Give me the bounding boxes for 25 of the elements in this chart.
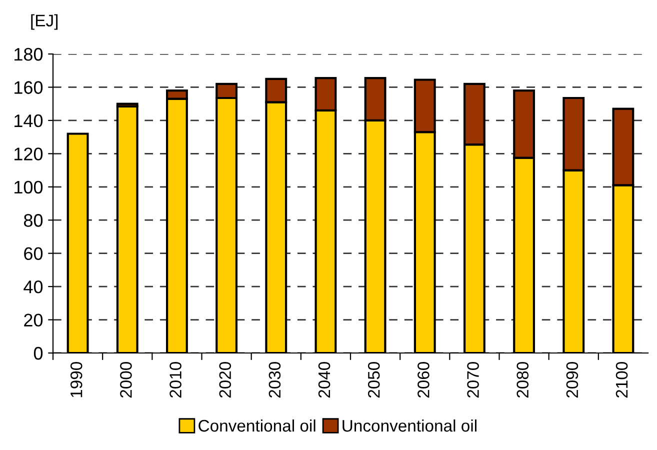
x-tick-label: 2010 (170, 362, 182, 398)
y-tick-label: 180 (14, 48, 43, 61)
x-tick-label: 2060 (418, 362, 430, 398)
x-tick-label: 2030 (268, 362, 281, 398)
y-tick-label: 160 (14, 81, 43, 94)
x-tick-label: 2070 (467, 362, 479, 398)
x-tick-label: 2100 (616, 362, 628, 398)
y-tick-label: 40 (24, 280, 43, 294)
y-tick-label: 60 (24, 247, 43, 260)
x-tick-label: 1990 (70, 362, 82, 398)
y-axis-title: [EJ] (31, 14, 58, 30)
legend-label: Conventional oil (198, 419, 316, 432)
x-tick-label: 2040 (318, 362, 330, 398)
y-tick-label: 80 (24, 214, 43, 227)
x-tick-label: 2080 (516, 362, 529, 398)
x-tick-label: 2020 (219, 362, 232, 398)
y-tick-label: 120 (14, 148, 43, 160)
y-tick-label: 140 (14, 114, 43, 128)
y-tick-label: 100 (14, 180, 43, 194)
x-tick-label: 2000 (120, 362, 132, 398)
y-tick-label: 20 (24, 314, 43, 326)
x-tick-label: 2050 (368, 362, 380, 398)
y-tick-label: 0 (34, 346, 43, 360)
legend-label: Unconventional oil (342, 419, 476, 432)
x-tick-label: 2090 (566, 362, 578, 398)
